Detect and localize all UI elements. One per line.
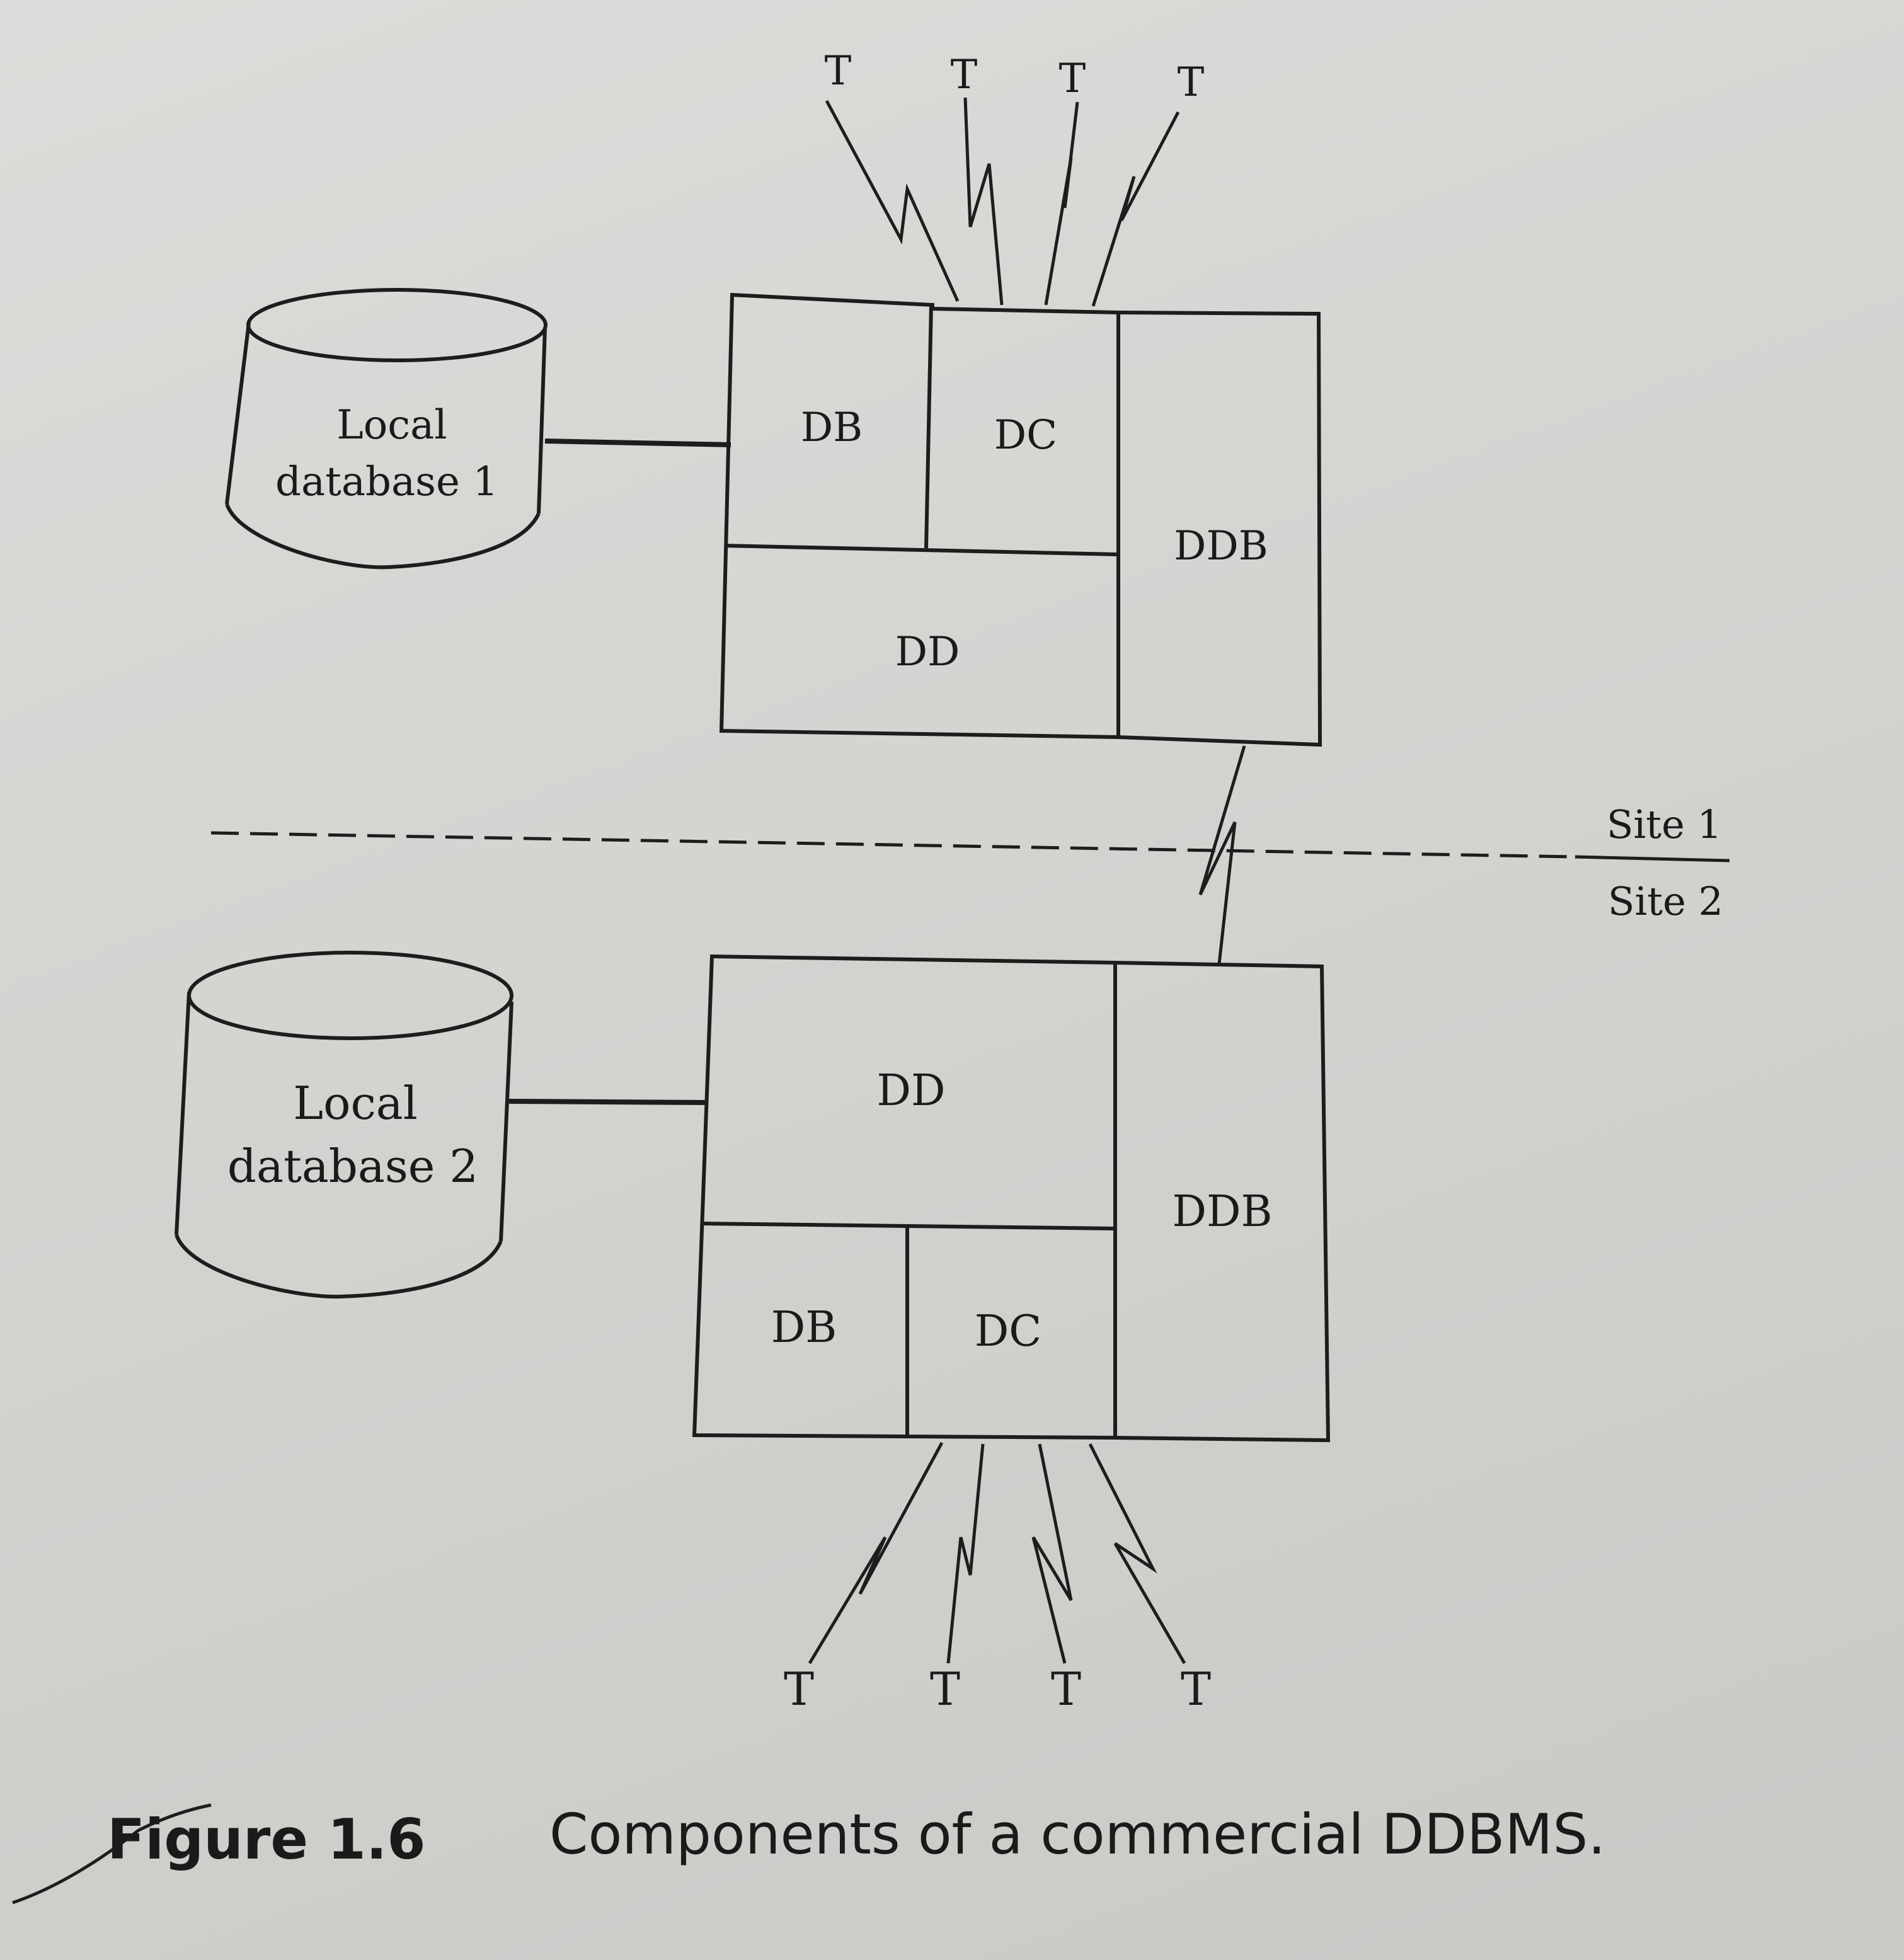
site2-db-label: DB [771,1303,837,1353]
terminal-label: T [1178,59,1205,106]
figure-caption: Figure 1.6 Components of a commercial DD… [12,1802,1605,1905]
terminal-label: T [1181,1663,1211,1716]
terminal-label: T [1059,55,1086,102]
site1-database-label-line2: database 1 [275,459,498,505]
terminal-label: T [951,52,978,98]
site2-dc-label: DC [975,1307,1042,1356]
site-divider: Site 1 Site 2 [210,801,1730,924]
site1-db-label: DB [801,404,863,451]
site2-dd-label: DD [876,1066,945,1116]
figure-number: Figure 1.6 [107,1807,426,1872]
site2-database-label-line2: database 2 [227,1140,478,1193]
terminal-label: T [930,1663,960,1716]
site1-database-link [544,438,731,447]
site2-ddbms-box: DD DDB DB DC [692,954,1331,1443]
terminal-label: T [784,1663,814,1716]
site1-database-label-line1: Local [336,402,447,449]
site2-terminals: T T T T [784,1663,1211,1716]
site2-database-link [508,1099,706,1105]
site2-database-label-line1: Local [293,1077,417,1130]
site1-ddbms-box: DB DC DDB DD [719,292,1322,747]
site2-ddb-label: DDB [1172,1187,1272,1237]
site1-dc-label: DC [994,412,1057,459]
site1-dd-label: DD [895,629,960,675]
site1-terminals: T T T T [825,48,1205,106]
terminal-label: T [1051,1663,1081,1716]
site1-ddb-label: DDB [1174,523,1268,570]
site1-label: Site 1 [1607,801,1722,847]
site2-terminal-links [808,1441,1186,1665]
site2-local-database: Local database 2 [175,951,513,1299]
inter-site-link [1198,745,1246,965]
terminal-label: T [825,48,852,95]
site2-label: Site 2 [1608,878,1723,924]
caption-text: Components of a commercial DDBMS. [549,1802,1605,1867]
pen-mark [12,1803,212,1905]
site1-local-database: Local database 1 [225,288,548,570]
site1-terminal-links [825,97,1180,307]
